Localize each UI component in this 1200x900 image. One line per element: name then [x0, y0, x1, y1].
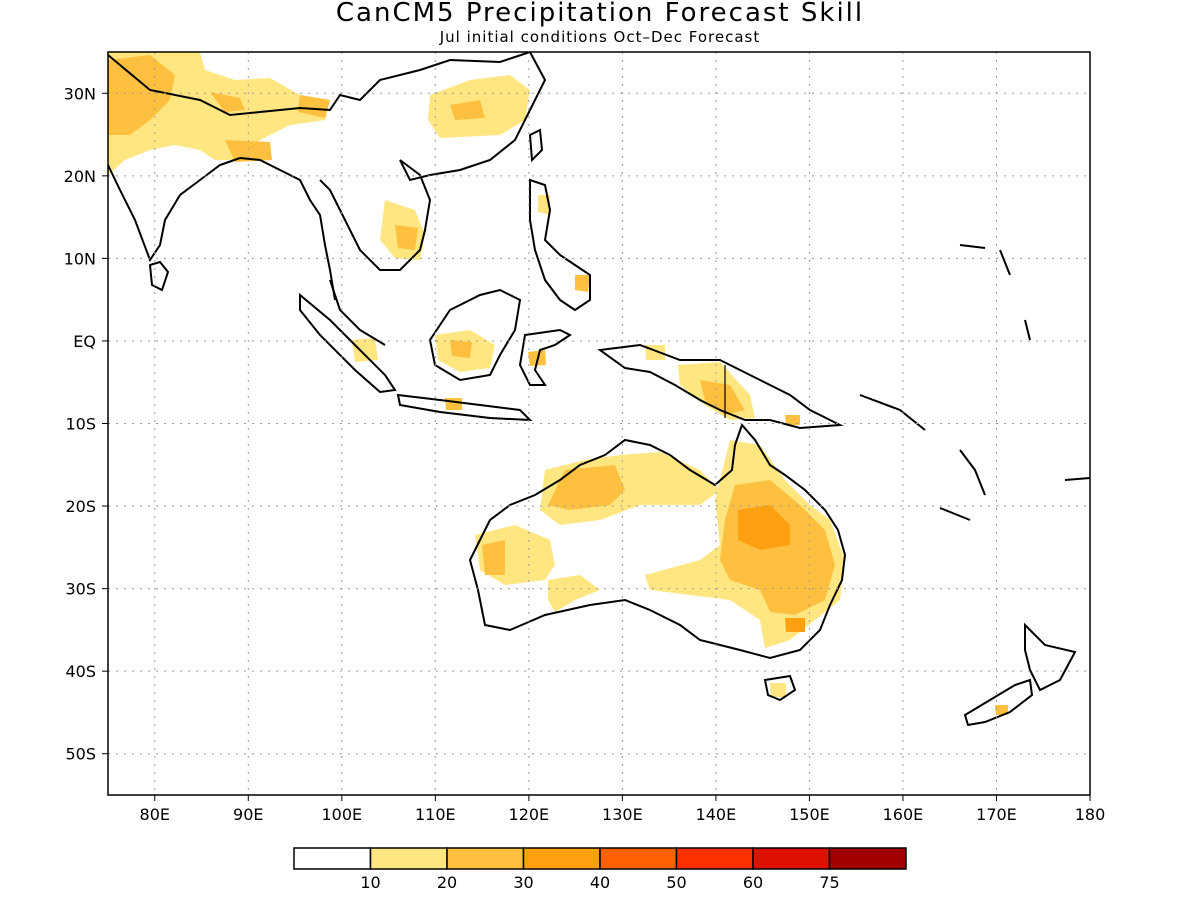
lon-tick-label: 90E — [233, 805, 263, 824]
colorbar-label: 40 — [590, 873, 610, 892]
colorbar-swatch — [752, 847, 831, 870]
lon-tick-label: 80E — [140, 805, 170, 824]
skill-shading — [108, 52, 1008, 715]
chart-title: CanCM5 Precipitation Forecast Skill — [335, 0, 865, 28]
colorbar: 10 20 30 40 50 60 75 — [293, 847, 907, 892]
lon-tick-label: 150E — [789, 805, 830, 824]
colorbar-label: 30 — [513, 873, 533, 892]
colorbar-swatch — [828, 847, 907, 870]
colorbar-swatch — [446, 847, 525, 870]
grid-lines — [108, 52, 1090, 795]
colorbar-label: 20 — [437, 873, 457, 892]
lat-tick-label: EQ — [73, 332, 96, 351]
lon-tick-label: 100E — [321, 805, 362, 824]
lat-tick-label: 10N — [64, 249, 96, 268]
colorbar-label: 10 — [360, 873, 380, 892]
lon-tick-label: 180 — [1075, 805, 1106, 824]
colorbar-label: 50 — [666, 873, 686, 892]
lon-tick-label: 110E — [415, 805, 456, 824]
colorbar-swatch — [599, 847, 678, 870]
colorbar-swatch — [369, 847, 448, 870]
lat-tick-label: 50S — [65, 745, 96, 764]
chart-subtitle: Jul initial conditions Oct–Dec Forecast — [439, 28, 761, 46]
lat-tick-label: 20S — [65, 497, 96, 516]
longitude-axis: 80E 90E 100E 110E 120E 130E 140E 150E 160E 170E 18… — [140, 795, 1106, 824]
lon-tick-label: 160E — [883, 805, 924, 824]
lon-tick-label: 130E — [602, 805, 643, 824]
colorbar-swatch — [675, 847, 754, 870]
lat-tick-label: 40S — [65, 662, 96, 681]
plot-frame — [107, 51, 1091, 796]
lat-tick-label: 30S — [65, 580, 96, 599]
colorbar-swatch — [522, 847, 601, 870]
lat-tick-label: 20N — [64, 167, 96, 186]
lon-tick-label: 140E — [696, 805, 737, 824]
colorbar-label: 75 — [819, 873, 839, 892]
coastlines — [108, 52, 1090, 727]
latitude-axis: 30N 20N 10N EQ 10S 20S 30S 40S 50S — [64, 84, 108, 764]
colorbar-label: 60 — [743, 873, 763, 892]
lon-tick-label: 170E — [976, 805, 1017, 824]
lat-tick-label: 30N — [64, 84, 96, 103]
colorbar-swatch — [293, 847, 372, 870]
lat-tick-label: 10S — [65, 415, 96, 434]
lon-tick-label: 120E — [509, 805, 550, 824]
